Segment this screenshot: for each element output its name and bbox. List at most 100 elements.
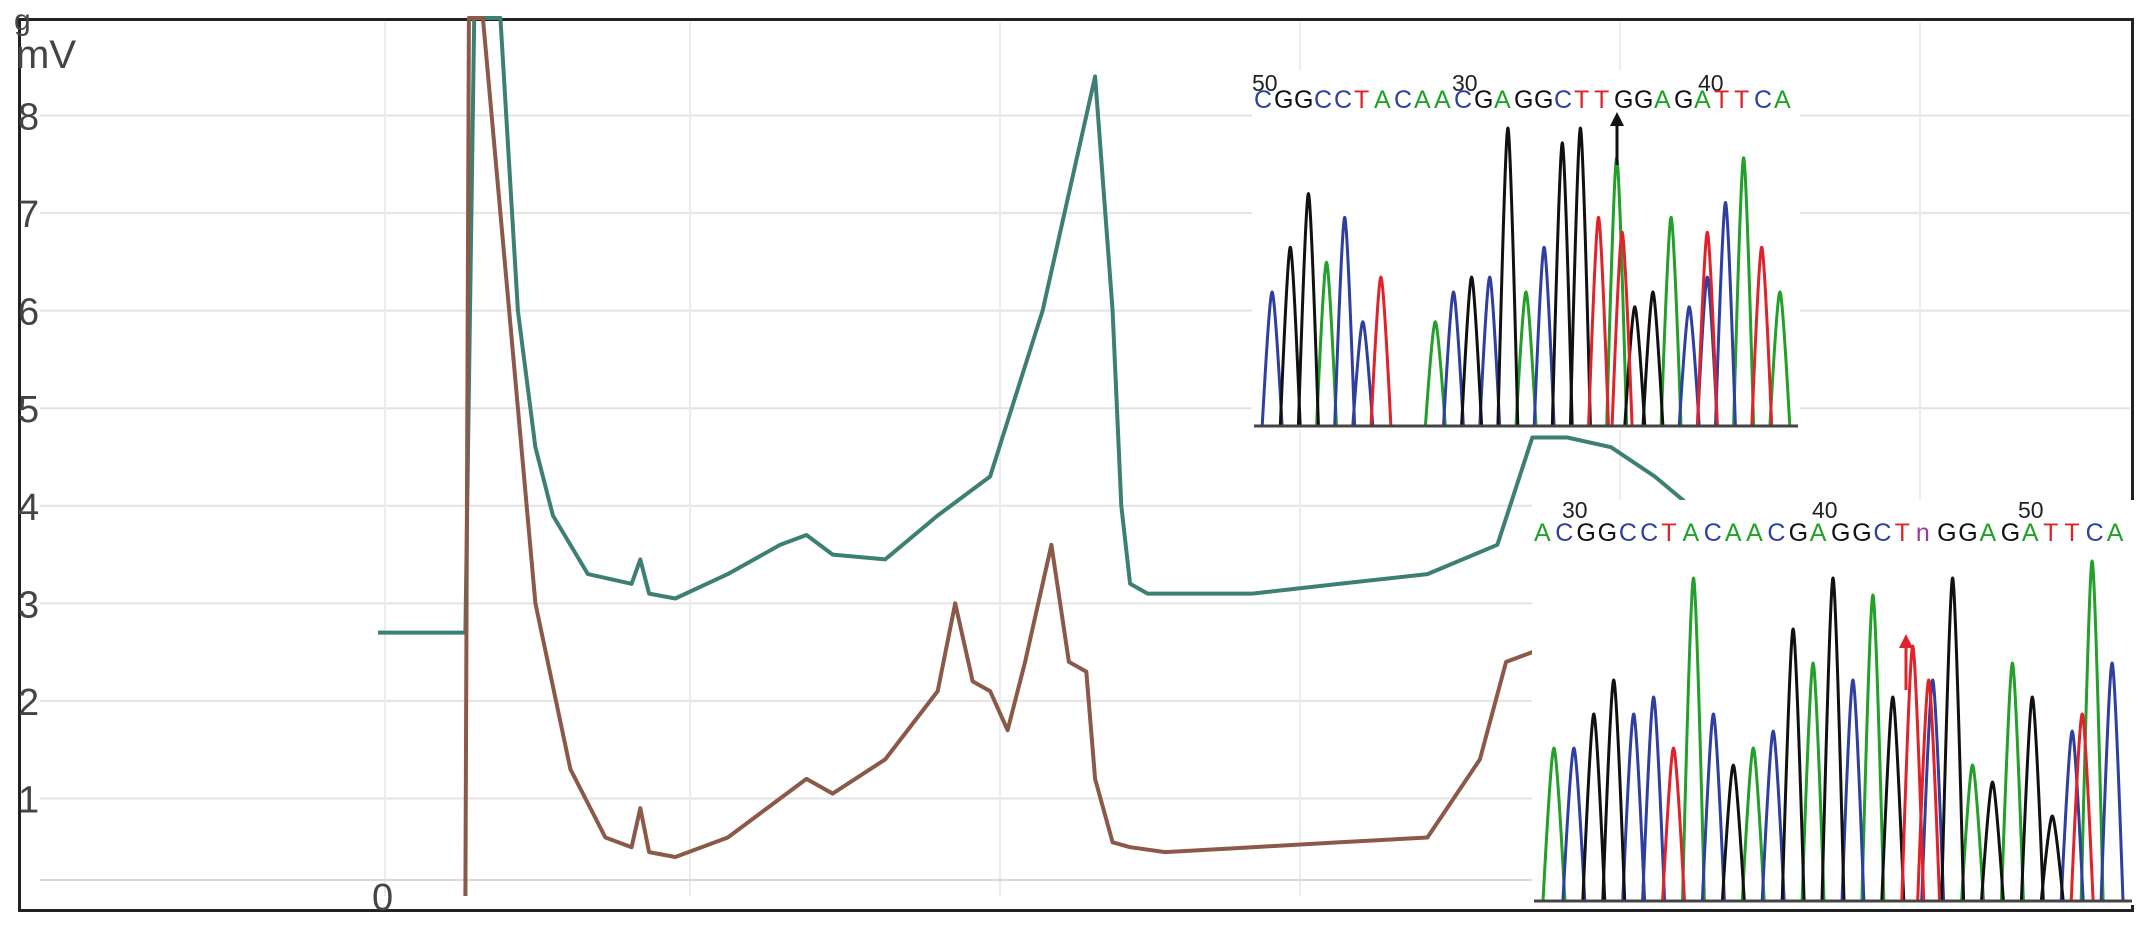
peak-A (1732, 156, 1756, 427)
sequence-base: C (1554, 86, 1574, 114)
sequence-base: A (1494, 86, 1513, 114)
sequence-base: G (1852, 519, 1873, 547)
peak-C (1700, 712, 1726, 902)
peak-G (1296, 192, 1320, 427)
sequence-base: C (2086, 519, 2106, 547)
sequence-base: G (1634, 86, 1655, 114)
sequence-base: T (1661, 519, 1678, 547)
sequence-base: G (1937, 519, 1958, 547)
sequence-base: G (1789, 519, 1810, 547)
peak-T (1750, 245, 1774, 427)
peak-T (1695, 230, 1719, 427)
sequence-base: C (1754, 86, 1774, 114)
sequence-base: T (1354, 86, 1371, 114)
sequence-base: A (2107, 519, 2126, 547)
sequence-base: A (1694, 86, 1713, 114)
peak-A (1960, 763, 1985, 902)
sequence-base: C (1334, 86, 1354, 114)
sequence-base: C (1767, 519, 1787, 547)
sequence-base: C (1555, 519, 1575, 547)
sequence-base: T (2064, 519, 2081, 547)
sequence-base: C (1254, 86, 1274, 114)
y-tick-label: 8 (18, 97, 39, 139)
y-tick-label: 6 (18, 292, 39, 334)
sequence-position-label: 40 (1812, 497, 1838, 523)
y-tick-label: 7 (18, 194, 39, 236)
peak-C (1840, 678, 1866, 902)
sequence-position-label: 30 (1562, 497, 1588, 523)
sequence-base: G (1534, 86, 1555, 114)
sequence-base: T (1895, 519, 1912, 547)
peak-G (1550, 141, 1574, 427)
peak-T (1900, 644, 1926, 902)
sequence-base: G (1831, 519, 1852, 547)
peak-C (2099, 661, 2125, 902)
peak-C (1641, 695, 1667, 902)
trace-series-0 (378, 16, 1692, 635)
sequence-base: A (1746, 519, 1765, 547)
y-axis-label: mV (16, 33, 76, 77)
peak-G (1980, 780, 2005, 902)
trace-layer (378, 16, 1692, 897)
mutation-arrowhead (1610, 112, 1624, 126)
peak-C (1333, 215, 1357, 427)
sequence-base: C (1704, 519, 1724, 547)
peak-G (2019, 695, 2045, 902)
sequence-position-label: 40 (1698, 70, 1724, 96)
peak-G (1820, 576, 1846, 902)
sequence-base: A (1980, 519, 1999, 547)
sequence-base: G (1958, 519, 1979, 547)
sequence-base: A (1683, 519, 1702, 547)
peak-C (1532, 245, 1556, 427)
peak-G (1641, 290, 1665, 427)
sequence-base: T (1714, 86, 1731, 114)
sequence-base: G (1274, 86, 1295, 114)
sequence-base: T (1594, 86, 1611, 114)
sequence-position-label: 50 (1252, 70, 1278, 96)
y-tick-label: 3 (18, 584, 39, 626)
y-tick-label: 1 (18, 779, 39, 821)
peak-T (1661, 746, 1686, 902)
peak-C (2059, 729, 2085, 902)
sequence-base: n (1916, 519, 1932, 547)
y-tick-label: 5 (18, 389, 39, 431)
peak-G (1720, 763, 1746, 902)
sequence-base: G (1514, 86, 1535, 114)
peak-A (1423, 320, 1447, 427)
peak-G (1601, 678, 1627, 902)
peak-C (1478, 275, 1502, 427)
sequence-base: C (1314, 86, 1334, 114)
peak-G (1460, 275, 1484, 427)
peak-C (1920, 678, 1946, 902)
peak-C (1260, 290, 1284, 427)
peak-G (1496, 126, 1520, 427)
peak-A (1860, 593, 1886, 902)
peak-G (1278, 245, 1302, 427)
peak-G (1780, 627, 1806, 902)
peak-A (2079, 559, 2105, 902)
peak-G (1568, 126, 1592, 427)
peak-T (2069, 712, 2095, 902)
sequence-base: G (1598, 519, 1619, 547)
sequence-base: A (1534, 519, 1553, 547)
sequence-base: G (1474, 86, 1495, 114)
peak-A (1768, 290, 1792, 427)
peak-T (1369, 275, 1393, 427)
plot-frame (18, 18, 2134, 912)
sequence-base: C (1394, 86, 1414, 114)
sequence-base: T (2043, 519, 2060, 547)
y-tick-label: 2 (18, 682, 39, 724)
y-axis-label-partial: g (14, 4, 31, 37)
sequence-base: G (1674, 86, 1695, 114)
sequence-base: A (2022, 519, 2041, 547)
peak-A (1740, 746, 1766, 902)
peak-A (1541, 746, 1567, 902)
sequence-base: T (1574, 86, 1591, 114)
y-tick-label: 4 (18, 487, 39, 529)
peak-C (1760, 729, 1786, 902)
axis-layer: mVg 1 2 3 4 5 6 7 8 0 (14, 4, 393, 919)
trace-series-1 (463, 16, 1604, 897)
